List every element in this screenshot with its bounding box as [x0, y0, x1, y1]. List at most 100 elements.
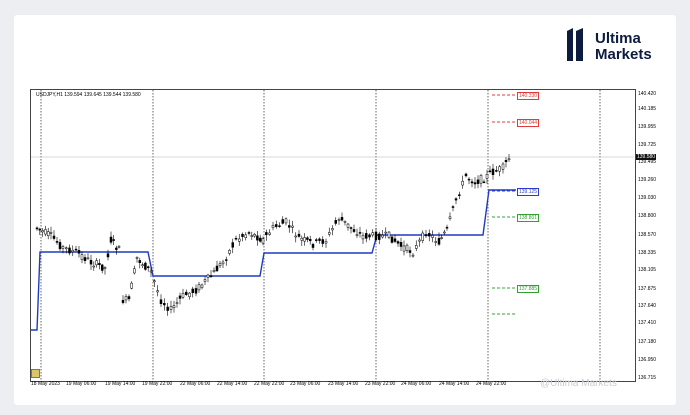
candle-body [115, 247, 118, 250]
candle-body [352, 229, 356, 232]
candle-body [473, 182, 477, 185]
candle-body [156, 290, 159, 293]
candle-body [38, 228, 42, 231]
candle-body [488, 170, 492, 173]
level-label: 140.044 [517, 119, 540, 127]
candle-body [253, 234, 256, 237]
candle-body [55, 241, 59, 243]
candle-body [443, 231, 446, 234]
candle-body [133, 268, 136, 274]
candle-body [159, 299, 163, 304]
candle-body [221, 261, 225, 265]
candle-body [318, 238, 321, 241]
candle-body [103, 267, 107, 269]
candle-body [74, 248, 78, 251]
candle-body [294, 235, 297, 238]
price-tick: 137.410 [638, 320, 657, 326]
candle-body [311, 243, 315, 248]
candle-body [470, 181, 474, 184]
level-label: 139.125 [517, 188, 540, 196]
candle-body [46, 231, 50, 237]
candle-body [415, 245, 418, 249]
candle-body [138, 260, 142, 263]
candle-body [231, 242, 234, 248]
candle-body [448, 216, 452, 219]
candle-body [507, 158, 511, 161]
candle-body [130, 282, 133, 289]
candle-body [77, 250, 81, 254]
candle-body [303, 237, 306, 242]
candle-body [396, 241, 400, 244]
brand-line2: Markets [595, 46, 652, 63]
time-tick: 23 May 14:00 [328, 381, 359, 387]
candle-body [331, 228, 334, 231]
candle-body [501, 163, 505, 170]
time-tick: 19 May 06:00 [66, 381, 97, 387]
candle-body [411, 254, 415, 257]
price-tick: 139.495 [638, 159, 657, 165]
price-tick: 140.420 [638, 91, 657, 97]
candle-body [399, 241, 403, 247]
candle-body [482, 181, 486, 184]
time-tick: 23 May 06:00 [290, 381, 321, 387]
candle-body [297, 233, 301, 237]
candle-body [98, 263, 101, 265]
candle-body [495, 170, 498, 172]
price-tick: 138.105 [638, 267, 657, 273]
candle-body [306, 237, 309, 240]
price-chart[interactable] [30, 89, 636, 382]
price-tick: 138.800 [638, 213, 657, 219]
time-tick: 22 May 06:00 [180, 381, 211, 387]
candle-body [476, 179, 480, 184]
candle-body [44, 229, 47, 235]
candle-body [355, 234, 359, 236]
candle-body [206, 274, 210, 278]
candle-body [35, 227, 39, 230]
candle-body [225, 259, 228, 261]
candle-body [384, 231, 387, 234]
candle-body [464, 173, 468, 177]
time-tick: 18 May 2023 [31, 381, 60, 387]
time-tick: 22 May 14:00 [217, 381, 248, 387]
candle-body [86, 257, 90, 260]
time-tick: 22 May 22:00 [254, 381, 285, 387]
brand-line1: Ultima [595, 30, 641, 47]
candle-body [261, 238, 265, 244]
candle-body [203, 279, 207, 282]
candle-body [241, 233, 244, 237]
price-tick: 138.570 [638, 232, 657, 238]
candle-body [284, 218, 288, 224]
candle-body [58, 242, 62, 250]
candle-body [256, 235, 259, 241]
time-tick: 24 May 22:00 [476, 381, 507, 387]
candle-body [121, 300, 125, 303]
candle-body [178, 295, 182, 299]
candle-body [381, 234, 384, 238]
candle-body [268, 232, 271, 235]
candle-body [402, 245, 406, 252]
candle-body [291, 225, 294, 228]
candle-body [343, 221, 347, 223]
candle-body [228, 250, 231, 254]
candle-body [461, 180, 464, 186]
candle-body [127, 296, 131, 300]
candle-body [49, 232, 53, 234]
time-tick: 23 May 22:00 [365, 381, 396, 387]
chart-corner-button[interactable] [31, 369, 40, 378]
brand-name: Ultima Markets [595, 31, 652, 63]
candle-body [491, 168, 495, 176]
candle-body [135, 257, 139, 259]
time-tick: 24 May 06:00 [401, 381, 432, 387]
candle-body [374, 231, 378, 241]
price-tick: 137.180 [638, 339, 657, 345]
candle-body [378, 233, 381, 240]
candle-body [61, 246, 65, 249]
candle-body [153, 280, 156, 282]
candle-body [265, 232, 268, 236]
candle-body [454, 198, 458, 201]
price-tick: 136.715 [638, 375, 657, 381]
candle-body [218, 263, 222, 267]
price-tick: 136.950 [638, 357, 657, 363]
candle-body [238, 238, 241, 242]
